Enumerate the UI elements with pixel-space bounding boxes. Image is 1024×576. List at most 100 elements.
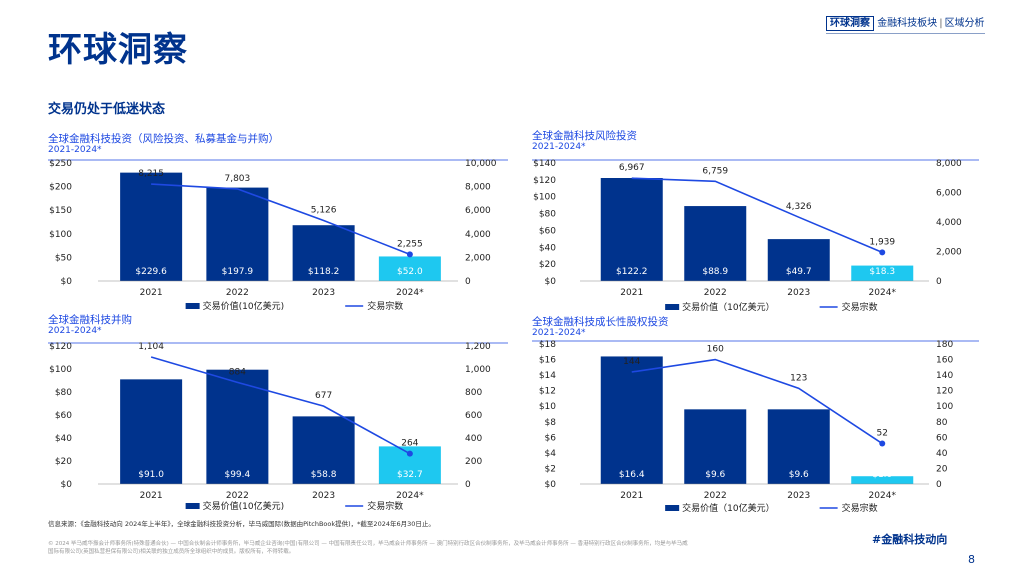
chart-title: 全球金融科技投资（风险投资、私募基金与并购） xyxy=(48,133,279,145)
x-tick-label: 2021 xyxy=(620,491,643,501)
line-value-label: 144 xyxy=(623,357,640,367)
chart-venture-capital: 全球金融科技风险投资 2021-2024* $0 $20 $40 $60 $80 $100… xyxy=(532,128,979,318)
y-left-tick-label: $150 xyxy=(49,206,72,216)
bar-value-label: $197.9 xyxy=(222,267,254,277)
bar-value-label: $58.8 xyxy=(311,470,337,480)
x-tick-label: 2021 xyxy=(620,288,643,298)
nav-item-global-insights[interactable]: 环球洞察 xyxy=(826,16,874,31)
y-left-tick-label: $100 xyxy=(49,365,72,375)
bar-value-label: $229.6 xyxy=(135,267,167,277)
line-series-deal-count xyxy=(151,183,411,256)
legend-bar-swatch xyxy=(665,505,680,511)
y-left-tick-label: $20 xyxy=(55,457,72,467)
y-right-tick-label: 200 xyxy=(465,457,482,467)
y-left-tick-label: $120 xyxy=(49,342,72,352)
x-tick-label: 2023 xyxy=(312,288,335,298)
x-tick-label: 2022 xyxy=(226,288,249,298)
x-tick-label: 2021 xyxy=(140,288,163,298)
bar-value-label: $16.4 xyxy=(619,470,645,480)
chart-period: 2021-2024* xyxy=(532,328,586,338)
y-left-tick-label: $60 xyxy=(55,411,72,421)
y-right-tick-label: 40 xyxy=(936,449,948,459)
bar-2021 xyxy=(120,379,183,484)
y-left-tick-label: $12 xyxy=(539,387,556,397)
y-left-tick-label: $60 xyxy=(539,226,556,236)
y-right-tick-label: 140 xyxy=(936,371,953,381)
line-value-label: 6,759 xyxy=(702,166,728,176)
legend-bar-swatch xyxy=(185,503,200,509)
x-tick-label: 2021 xyxy=(140,491,163,501)
line-series-deal-count xyxy=(150,356,411,455)
bar-2023 xyxy=(767,239,830,281)
legend-bar-swatch xyxy=(185,303,200,309)
x-tick-label: 2023 xyxy=(787,491,810,501)
legend-bar-swatch xyxy=(665,304,680,310)
chart-title: 全球金融科技并购 xyxy=(48,314,132,326)
line-value-label: 884 xyxy=(229,367,246,377)
legal-disclaimer: © 2024 毕马威华振会计师事务所(特殊普通合伙) — 中国合伙制会计师事务所… xyxy=(48,541,688,555)
bar-value-label: $18.3 xyxy=(869,267,895,277)
bar-2022 xyxy=(206,369,269,484)
x-tick-label: 2023 xyxy=(312,491,335,501)
y-right-tick-label: 60 xyxy=(936,433,948,443)
bar-value-label: $32.7 xyxy=(397,470,423,480)
line-value-label: 123 xyxy=(790,373,807,383)
y-right-tick-label: 4,000 xyxy=(465,230,491,240)
chart-svg: $0 $20 $40 $60 $80 $100 $120 $140 0 2,000 4,000 6,0… xyxy=(532,159,979,313)
y-right-tick-label: 0 xyxy=(465,277,471,287)
legend-line-label: 交易宗数 xyxy=(367,500,403,512)
y-right-tick-label: 20 xyxy=(936,464,948,474)
legend-bar-label: 交易价值(10亿美元) xyxy=(203,300,284,312)
line-value-label: 5,126 xyxy=(311,206,337,216)
y-right-tick-label: 0 xyxy=(936,277,942,287)
line-value-label: 7,803 xyxy=(224,174,250,184)
y-left-tick-label: $0 xyxy=(61,480,73,490)
line-series-deal-count xyxy=(631,358,883,445)
bar-2023 xyxy=(292,416,355,484)
chart-mergers-acquisitions: 全球金融科技并购 2021-2024* $0 $20 $40 $60 $80 $100 $1… xyxy=(48,312,508,517)
line-value-label: 6,967 xyxy=(619,163,645,173)
line-value-label: 52 xyxy=(877,429,888,439)
y-right-tick-label: 800 xyxy=(465,388,482,398)
y-right-tick-label: 120 xyxy=(936,387,953,397)
y-right-tick-label: 2,000 xyxy=(936,248,962,258)
nav-item-regional-analysis[interactable]: 区域分析 xyxy=(944,18,985,29)
x-tick-label: 2024* xyxy=(869,288,897,298)
line-endpoint-marker xyxy=(879,249,886,256)
y-left-tick-label: $0 xyxy=(545,480,557,490)
legend-bar-label: 交易价值（10亿美元） xyxy=(682,502,774,514)
page-title: 环球洞察 xyxy=(48,30,188,70)
bar-2023 xyxy=(292,225,355,281)
y-left-tick-label: $10 xyxy=(539,402,556,412)
y-left-tick-label: $80 xyxy=(55,388,72,398)
x-tick-label: 2024* xyxy=(396,491,424,501)
line-value-label: 264 xyxy=(401,439,418,449)
bar-2024* xyxy=(378,256,441,281)
y-left-tick-label: $250 xyxy=(49,159,72,169)
line-value-label: 1,104 xyxy=(138,342,164,352)
y-left-tick-label: $14 xyxy=(539,371,556,381)
line-endpoint-marker xyxy=(879,440,886,447)
y-right-tick-label: 0 xyxy=(936,480,942,490)
line-value-label: 160 xyxy=(707,345,724,355)
chart-period: 2021-2024* xyxy=(532,142,586,152)
bar-2024* xyxy=(851,476,914,484)
bar-2021 xyxy=(600,178,663,281)
y-left-tick-label: $2 xyxy=(545,464,556,474)
y-left-tick-label: $200 xyxy=(49,183,72,193)
y-left-tick-label: $18 xyxy=(539,340,556,350)
x-tick-label: 2022 xyxy=(704,491,727,501)
bar-2022 xyxy=(206,187,269,281)
nav-item-fintech-section[interactable]: 金融科技板块 xyxy=(877,18,938,29)
y-left-tick-label: $140 xyxy=(533,159,556,169)
y-left-tick-label: $40 xyxy=(539,243,556,253)
chart-total-investment: 全球金融科技投资（风险投资、私募基金与并购） 2021-2024* $0 $50 $… xyxy=(48,131,508,317)
chart-svg: $0 $50 $100 $150 $200 $250 0 2,000 4,000 6,000 8,0… xyxy=(48,159,508,312)
y-left-tick-label: $16 xyxy=(539,356,556,366)
y-left-tick-label: $120 xyxy=(533,176,556,186)
y-right-tick-label: 4,000 xyxy=(936,218,962,228)
bar-2023 xyxy=(767,409,830,484)
bar-value-label: $52.0 xyxy=(397,267,423,277)
legend-line-label: 交易宗数 xyxy=(367,300,403,312)
bar-value-label: $118.2 xyxy=(308,267,340,277)
